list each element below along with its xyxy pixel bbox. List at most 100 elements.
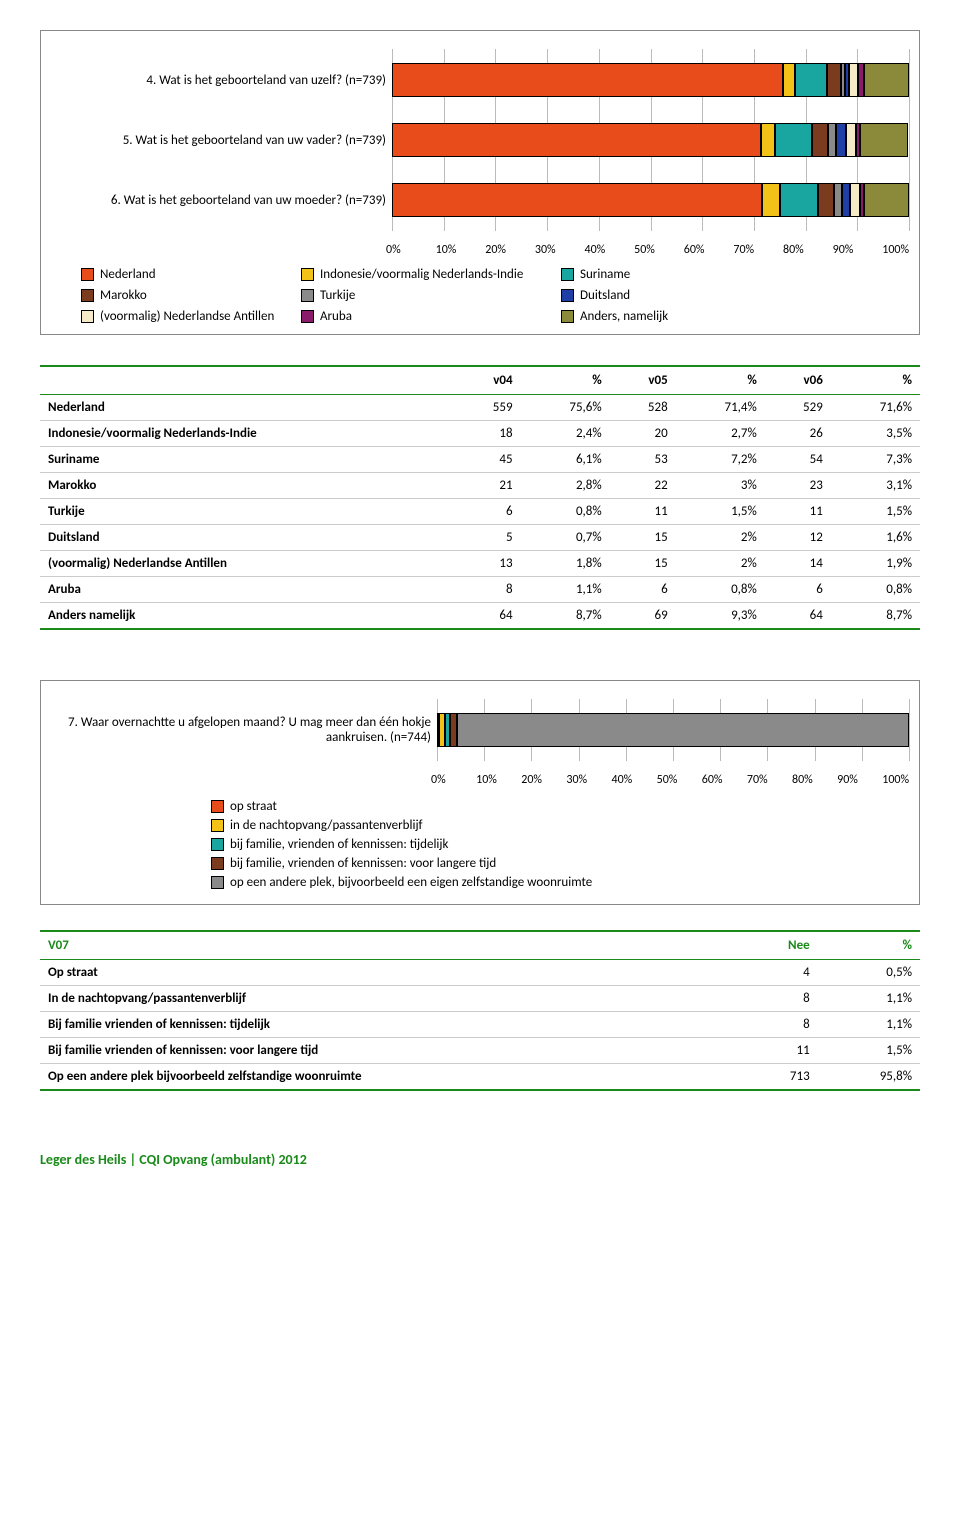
legend-label: Nederland [100,267,156,282]
axis-tick: 40% [585,243,635,257]
table-cell: 0,8% [676,577,765,603]
table-header: % [831,366,920,395]
table-cell: 0,5% [818,960,920,986]
table-cell: 713 [738,1064,818,1091]
bar-segment-antillen [850,183,860,217]
axis-tick: 80% [783,243,833,257]
legend-label: in de nachtopvang/passantenverblijf [230,818,423,833]
legend-label: op een andere plek, bijvoorbeeld een eig… [230,875,592,890]
legend-swatch [301,310,314,323]
axis-tick: 90% [833,243,883,257]
table-cell: 8 [738,1012,818,1038]
chart-row-label: 4. Wat is het geboorteland van uzelf? (n… [51,73,392,88]
axis-tick: 20% [521,773,566,787]
table-birth-country: v04%v05%v06% Nederland55975,6%52871,4%52… [40,365,920,630]
bar-segment-antillen [846,123,856,157]
legend-swatch [211,857,224,870]
table-cell: Anders namelijk [40,603,455,630]
table-header: v06 [765,366,831,395]
table-cell: 0,8% [831,577,920,603]
table-cell: 6 [610,577,676,603]
bar-segment-suriname [795,63,827,97]
table-header: % [521,366,610,395]
bar-segment-nederland [392,63,783,97]
table-cell: 11 [610,499,676,525]
table-cell: Aruba [40,577,455,603]
legend-swatch [81,310,94,323]
legend-item: Aruba [301,309,561,324]
table-cell: 2% [676,551,765,577]
axis-tick: 90% [837,773,882,787]
bar-segment-marokko [827,63,841,97]
table-cell: 75,6% [521,395,610,421]
bar-segment-indonesie [762,183,780,217]
legend-item: Suriname [561,267,741,282]
table-cell: 13 [455,551,521,577]
axis-tick: 60% [702,773,747,787]
table-cell: 9,3% [676,603,765,630]
axis-tick: 50% [634,243,684,257]
table-cell: 12 [765,525,831,551]
legend-swatch [211,800,224,813]
table-cell: 21 [455,473,521,499]
table-cell: 6,1% [521,447,610,473]
table-cell: 1,5% [676,499,765,525]
table-header: v05 [610,366,676,395]
table-cell: 559 [455,395,521,421]
table-cell: 1,1% [521,577,610,603]
bar-segment-marokko [812,123,828,157]
table-cell: 8 [455,577,521,603]
legend-item: Turkije [301,288,561,303]
axis-tick: 10% [436,243,486,257]
legend-label: Aruba [320,309,352,324]
legend-label: Marokko [100,288,147,303]
legend-label: Anders, namelijk [580,309,668,324]
legend-swatch [211,838,224,851]
table-cell: In de nachtopvang/passantenverblijf [40,986,738,1012]
table-header: % [676,366,765,395]
table-cell: 6 [455,499,521,525]
table-cell: 1,9% [831,551,920,577]
table-cell: 2% [676,525,765,551]
table-cell: 15 [610,525,676,551]
legend-label: op straat [230,799,277,814]
table-cell: 1,8% [521,551,610,577]
legend-swatch [561,310,574,323]
bar-segment-turkije [828,123,836,157]
legend-item: Anders, namelijk [561,309,741,324]
legend-label: Turkije [320,288,355,303]
legend-swatch [211,876,224,889]
table-cell: 45 [455,447,521,473]
axis-tick: 20% [485,243,535,257]
legend-item: op een andere plek, bijvoorbeeld een eig… [211,875,909,890]
table-cell: 3% [676,473,765,499]
table-cell: Op een andere plek bijvoorbeeld zelfstan… [40,1064,738,1091]
bar-segment-turkije [834,183,842,217]
table-cell: Bij familie vrienden of kennissen: tijde… [40,1012,738,1038]
table-cell: Suriname [40,447,455,473]
axis-tick: 80% [792,773,837,787]
axis-tick: 10% [476,773,521,787]
table-cell: Marokko [40,473,455,499]
legend-item: Marokko [81,288,301,303]
table-cell: 95,8% [818,1064,920,1091]
table-cell: 64 [455,603,521,630]
bar-segment-nederland [392,183,762,217]
chart-row-label: 6. Wat is het geboorteland van uw moeder… [51,193,392,208]
page-footer: Leger des Heils | CQI Opvang (ambulant) … [40,1151,920,1168]
bar-segment-famlang [450,713,457,747]
legend-item: Duitsland [561,288,741,303]
table-cell: Indonesie/voormalig Nederlands-Indie [40,421,455,447]
legend-label: Suriname [580,267,630,282]
table-cell: 5 [455,525,521,551]
table-cell: 22 [610,473,676,499]
legend-label: Duitsland [580,288,630,303]
axis-tick: 100% [882,773,909,787]
table-cell: 11 [738,1038,818,1064]
table-cell: 23 [765,473,831,499]
table-cell: 7,3% [831,447,920,473]
axis-tick: 0% [431,773,476,787]
table-cell: 71,6% [831,395,920,421]
table-cell: 18 [455,421,521,447]
table-cell: 8,7% [831,603,920,630]
